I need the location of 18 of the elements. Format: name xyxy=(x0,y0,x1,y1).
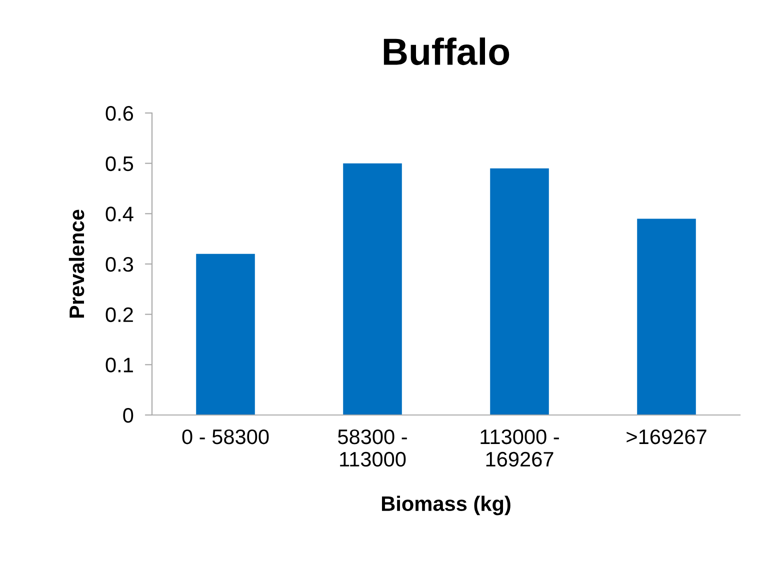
y-axis-title: Prevalence xyxy=(68,210,84,318)
y-tick-label: 0.1 xyxy=(106,358,133,372)
x-tick-label: >169267 xyxy=(626,429,706,444)
x-tick-label: 0 - 58300 xyxy=(182,429,269,444)
x-axis-title: Biomass (kg) xyxy=(382,496,510,516)
x-tick-label: 113000 - 169267 xyxy=(480,429,559,467)
x-tick-label: 58300 - 113000 xyxy=(338,429,407,467)
bar xyxy=(637,218,696,415)
bar xyxy=(343,163,402,415)
y-tick-label: 0.4 xyxy=(106,206,134,222)
y-tick-label: 0.3 xyxy=(106,257,134,272)
y-tick-label: 0 xyxy=(123,408,134,423)
y-tick-label: 0.2 xyxy=(106,307,133,322)
y-tick-label: 0.5 xyxy=(106,156,134,172)
chart-title: Buffalo xyxy=(384,38,510,66)
bar xyxy=(490,168,549,415)
y-tick-label: 0.6 xyxy=(106,106,134,121)
bar xyxy=(196,254,255,415)
